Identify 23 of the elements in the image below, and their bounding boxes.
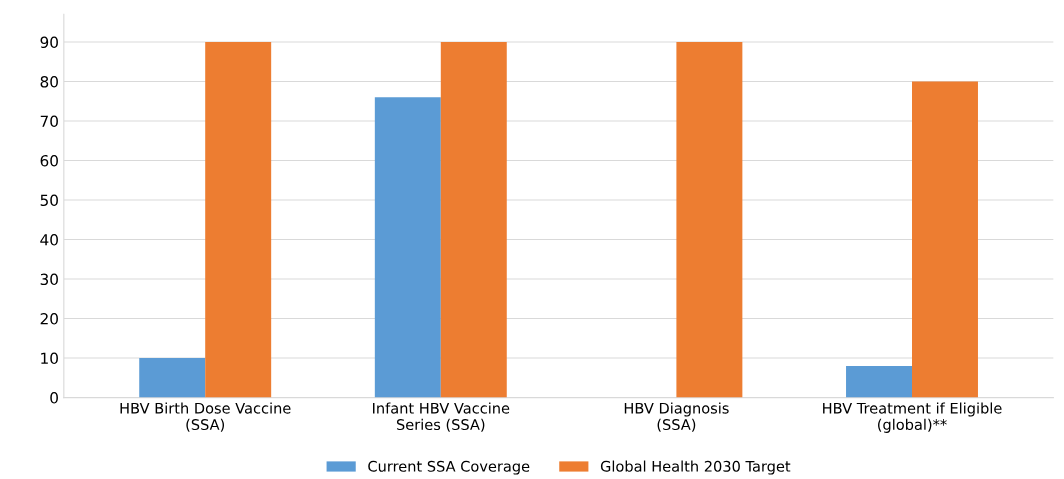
x-tick-label: Infant HBV Vaccine Series (SSA) (373, 402, 510, 432)
x-tick-label: HBV Birth Dose Vaccine (SSA) (120, 402, 291, 432)
y-tick-label: 0 (50, 392, 58, 404)
y-tick-label: 80 (40, 75, 58, 88)
bar (374, 97, 441, 398)
legend-label: Current SSA Coverage (368, 460, 530, 475)
bar (676, 42, 743, 398)
y-tick-label: 70 (40, 115, 58, 128)
legend-label: Global Health 2030 Target (600, 460, 791, 475)
bar (205, 42, 272, 398)
bar (846, 365, 912, 398)
y-tick-label: 30 (40, 273, 58, 286)
y-tick-label: 40 (40, 234, 58, 246)
x-tick-label: HBV Treatment if Eligible (global)** (823, 402, 1002, 433)
y-tick-label: 50 (40, 194, 58, 207)
x-tick-label: HBV Diagnosis (SSA) (624, 402, 729, 432)
y-tick-label: 90 (40, 36, 58, 49)
bar (139, 358, 206, 398)
bar (440, 42, 507, 398)
bar (912, 81, 978, 398)
y-tick-label: 60 (40, 155, 58, 167)
y-tick-label: 20 (40, 313, 58, 325)
y-tick-label: 10 (41, 352, 58, 365)
